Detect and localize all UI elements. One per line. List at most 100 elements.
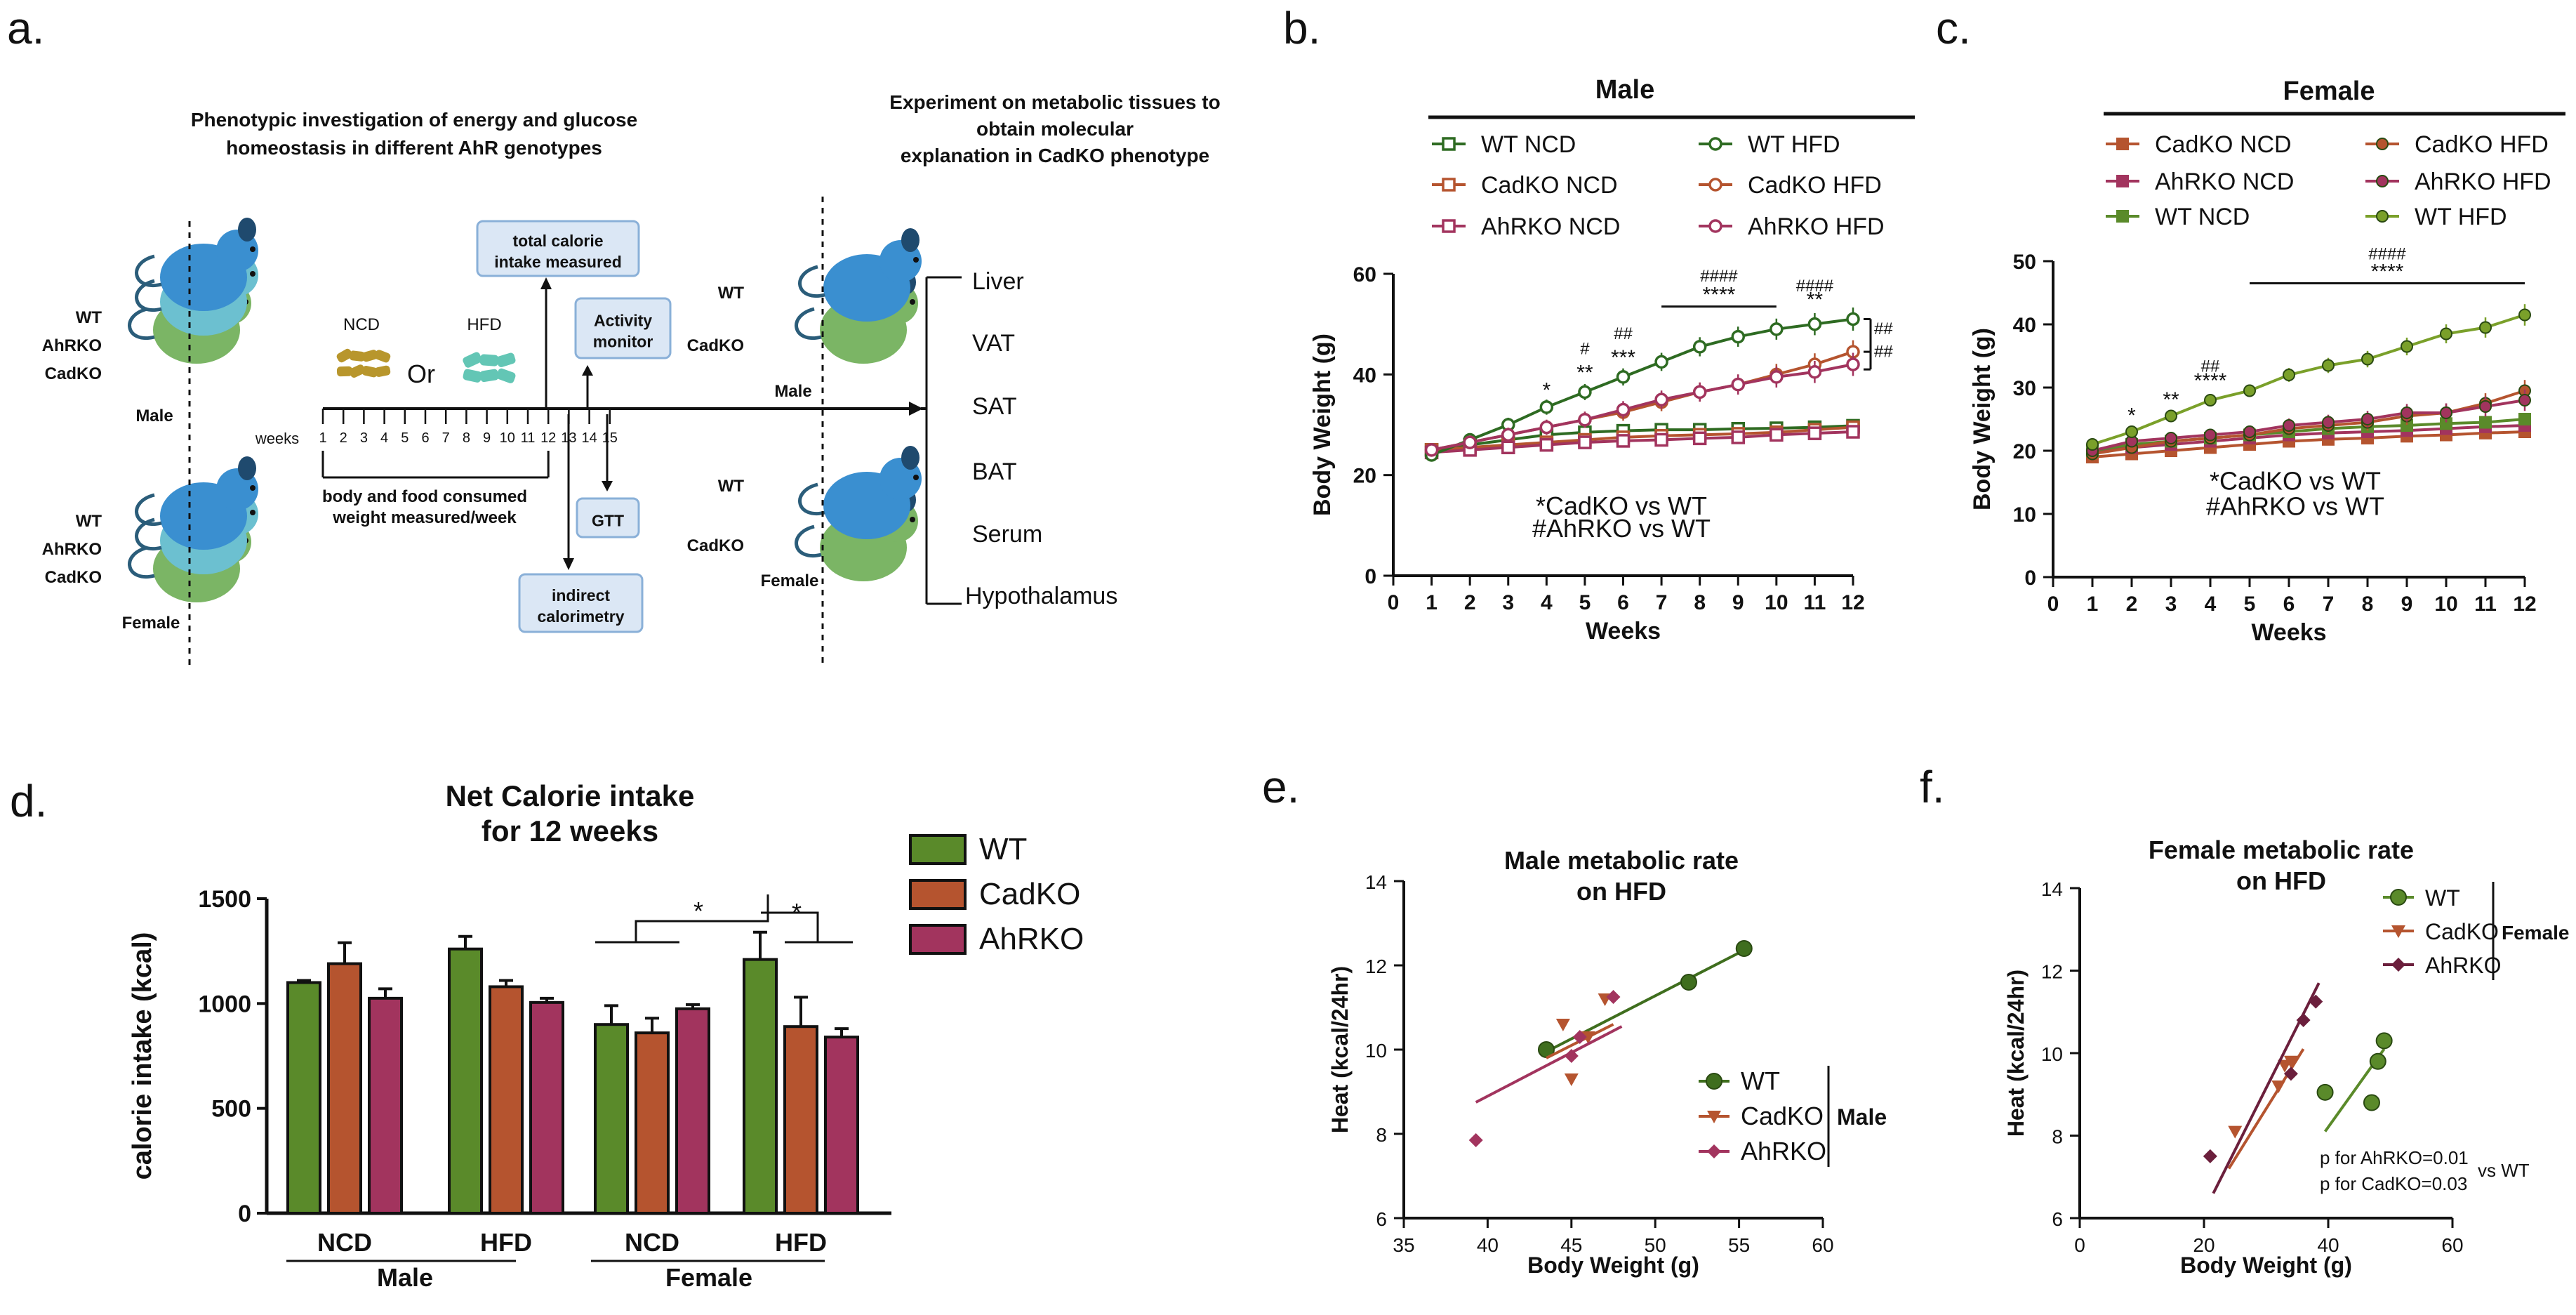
note-f-1: p for AhRKO=0.01 [2320,1147,2469,1168]
mouse-wt-right-male [798,228,922,322]
y-tick-label-c: 50 [2013,251,2036,274]
x-tick-label-b: 1 [1426,591,1438,614]
genotype-label: WT [76,512,102,531]
week-tick-label: 2 [340,430,347,446]
data-point-c [2204,428,2217,442]
data-point-b [1578,413,1592,427]
legend-marker-c [2376,138,2389,150]
legend-label-e: AhRKO [1741,1137,1826,1165]
tissue-liver: Liver [972,268,1024,295]
legend-label-b: AhRKO NCD [1481,213,1620,240]
tissue-bat: BAT [972,458,1017,485]
genotype-label-right: CadKO [687,336,744,355]
x-tick-label-f: 0 [2074,1234,2085,1256]
significance-star-c: * [2127,404,2136,428]
fit-line-e [1475,1025,1623,1104]
week-tick-label: 15 [602,430,618,446]
legend-label-b: AhRKO HFD [1748,213,1885,240]
data-point-c [2243,384,2256,397]
mouse-wt-female-ear [238,456,256,480]
data-point-c [2165,432,2177,444]
week-tick-label: 5 [401,430,409,446]
mouse-wt-male-eye [250,246,255,252]
mouse-wt-male [135,218,258,311]
legend-label-f: WT [2425,885,2460,911]
data-point-e [1555,1019,1570,1031]
x-tick-label-b: 8 [1694,591,1706,614]
tissue-vat: VAT [972,330,1015,357]
y-tick-label-c: 40 [2013,314,2036,337]
legend-marker-f [2390,889,2407,906]
tissue-hypothalamus: Hypothalamus [965,583,1117,609]
fit-line-f [2227,1048,2305,1170]
mouse-ahrko-female-eye [250,510,255,515]
bar-d [635,1031,670,1215]
x-tick-label-c: 3 [2165,593,2177,616]
x-tick-label-f: 60 [2441,1234,2463,1256]
legend-swatch-d [909,834,967,865]
schematic-heading-right: Experiment on metabolic tissues to [889,91,1220,113]
box-total-calorie-text: total calorie [512,232,603,250]
x-tick-label-e: 60 [1812,1234,1833,1256]
y-tick-label-d: 500 [211,1096,251,1123]
mouse-cadko-right-female-eye [910,517,915,522]
y-tick-label-c: 30 [2013,377,2036,400]
legend-marker-b [1442,219,1456,233]
box-activity-monitor [574,297,672,359]
mouse-wt-male-tail [135,254,162,288]
y-tick-label-f: 8 [2052,1126,2063,1148]
legend-marker-f [2391,925,2405,938]
week-tick-label: 12 [540,430,556,446]
x-tick-label-c: 0 [2047,593,2059,616]
diet-hfd-label: HFD [467,315,501,334]
x-tick-label-e: 50 [1645,1234,1666,1256]
bar-d [743,958,778,1215]
data-point-c [2479,400,2492,413]
box-activity-monitor-text: Activity [594,312,652,330]
x-tick-label-c: 5 [2244,593,2256,616]
data-point-b [1616,402,1631,417]
arrowhead-gtt [602,481,613,491]
week-tick-label: 1 [319,430,326,446]
x-tick-label-b: 3 [1502,591,1514,614]
x-tick-label-e: 55 [1728,1234,1750,1256]
week-tick-label: 14 [581,430,597,446]
bar-d [675,1007,710,1215]
chart-title-f: Female metabolic rate [2149,835,2414,864]
data-point-c [2283,419,2295,432]
box-indirect-calorimetry-text: calorimetry [537,607,624,626]
significance-star-b: ** [1807,289,1824,312]
data-point-e [1564,1049,1579,1063]
panel-label-a: a. [7,3,44,53]
significance-hash-b: # [1580,340,1590,359]
legend-label-c: CadKO NCD [2155,131,2292,158]
week-tick-label: 10 [500,430,515,446]
data-point-c [2086,438,2099,451]
genotype-label-right: CadKO [687,536,744,555]
hfd-pellet [496,368,516,383]
sex-label-female: Female [122,614,180,633]
note-b-2: #AhRKO vs WT [1532,514,1711,543]
week-tick-label: 11 [521,430,536,446]
legend-marker-b [1708,137,1722,151]
series-line-c [2092,399,2525,452]
category-label-d: HFD [480,1228,532,1257]
legend-label-d: AhRKO [979,922,1084,956]
data-point-b [1539,437,1554,452]
x-axis-label-e: Body Weight (g) [1527,1253,1699,1278]
mouse-wt-right-male-tail [798,265,825,298]
mouse-wt-male-ear [238,218,256,242]
bar-d [783,1025,818,1215]
x-tick-label-e: 40 [1477,1234,1499,1256]
sex-label-right-male: Male [774,382,811,401]
panel-label-e: e. [1262,762,1299,812]
data-point-b [1731,430,1745,444]
data-point-f [2316,1083,2334,1101]
legend-label-e: WT [1741,1066,1780,1095]
chow-pellet [336,348,353,363]
data-point-c [2361,352,2374,366]
data-point-f [2271,1081,2286,1093]
data-point-e [1680,974,1697,991]
x-tick-label-b: 12 [1841,591,1864,614]
note-c-2: #AhRKO vs WT [2206,492,2384,521]
